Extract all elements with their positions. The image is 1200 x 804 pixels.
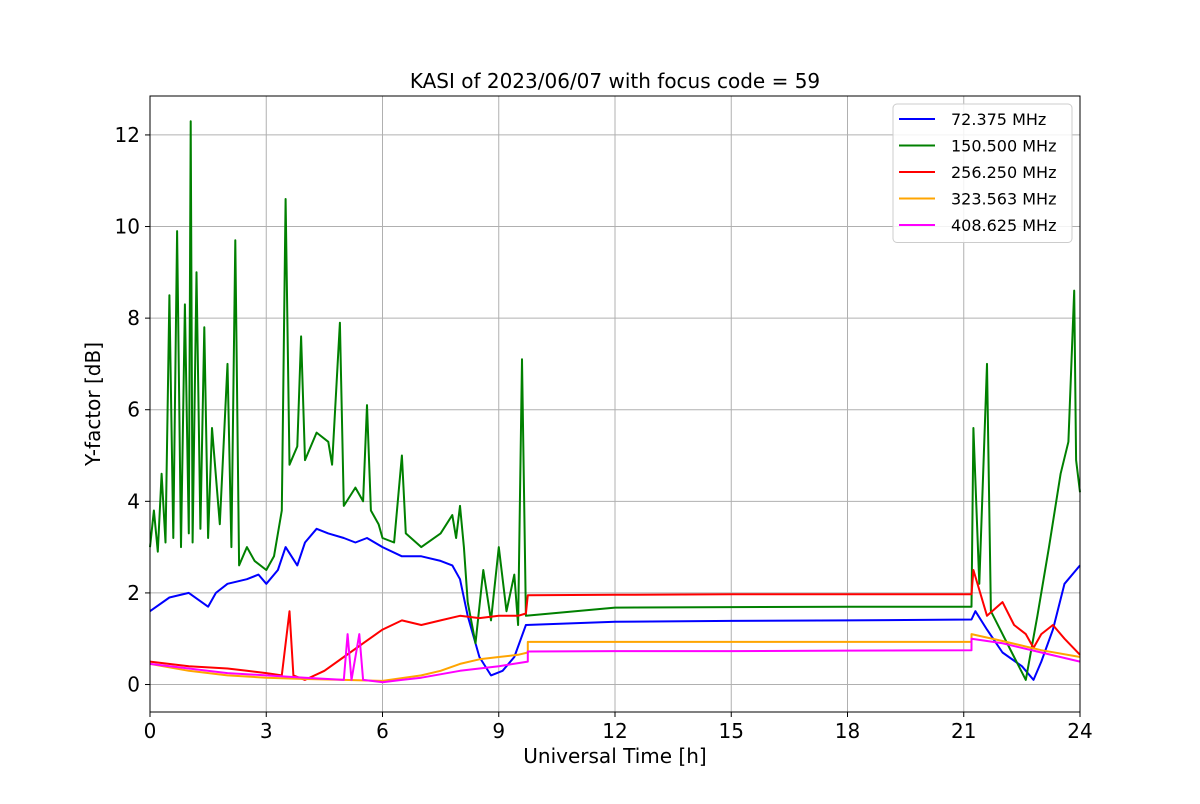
x-axis: 0 3 6 9 12 15 18 21 24: [144, 712, 1093, 743]
chart-title: KASI of 2023/06/07 with focus code = 59: [410, 69, 820, 93]
legend-label: 408.625 MHz: [951, 216, 1056, 235]
legend-label: 323.563 MHz: [951, 190, 1056, 209]
y-tick-label: 10: [115, 215, 140, 239]
y-tick-label: 0: [127, 673, 140, 697]
x-tick-label: 21: [951, 719, 976, 743]
x-tick-label: 12: [602, 719, 627, 743]
y-axis: 0 2 4 6 8 10 12: [115, 123, 150, 697]
y-tick-label: 2: [127, 581, 140, 605]
series-line-1: [149, 527, 1081, 681]
x-tick-label: 24: [1067, 719, 1092, 743]
legend-label: 150.500 MHz: [951, 137, 1056, 156]
y-tick-label: 4: [127, 489, 140, 513]
y-tick-label: 12: [115, 123, 140, 147]
legend: 72.375 MHz 150.500 MHz 256.250 MHz 323.563 …: [892, 103, 1073, 243]
x-tick-label: 18: [835, 719, 860, 743]
x-axis-label: Universal Time [h]: [523, 744, 706, 768]
legend-label: 72.375 MHz: [951, 110, 1046, 129]
series-lines: [149, 120, 1081, 684]
y-tick-label: 6: [127, 398, 140, 422]
series-line-3: [149, 569, 1081, 681]
x-tick-label: 6: [376, 719, 389, 743]
x-tick-label: 9: [492, 719, 505, 743]
y-axis-label: Y-factor [dB]: [81, 342, 105, 467]
series-line-5: [149, 633, 1081, 684]
legend-box: [892, 103, 1073, 243]
x-tick-label: 15: [719, 719, 744, 743]
x-tick-label: 3: [260, 719, 273, 743]
x-tick-label: 0: [144, 719, 157, 743]
series-line-2: [149, 120, 1081, 681]
legend-label: 256.250 MHz: [951, 163, 1056, 182]
y-tick-label: 8: [127, 306, 140, 330]
